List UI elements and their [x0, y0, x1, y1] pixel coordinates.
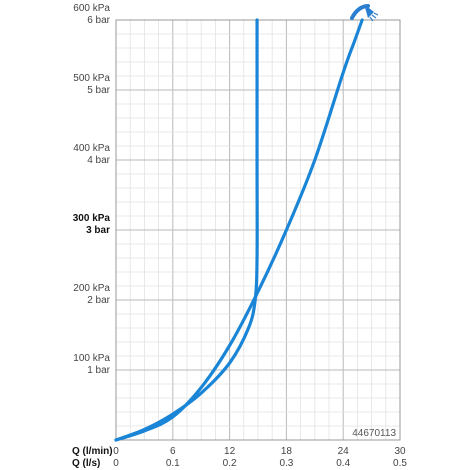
y-tick-label-kpa: 600 kPa [73, 3, 110, 14]
x2-tick-label: 0.5 [393, 458, 407, 469]
y-tick-label-bar: 6 bar [87, 15, 110, 26]
y-tick-label-kpa: 100 kPa [73, 353, 110, 364]
y-tick-label-kpa: 200 kPa [73, 283, 110, 294]
y-tick-label-bar: 4 bar [87, 155, 110, 166]
x2-tick-label: 0 [113, 458, 119, 469]
x2-tick-label: 0.4 [336, 458, 350, 469]
shower-head-icon [350, 4, 379, 22]
x-tick-label: 30 [394, 446, 406, 457]
x-axis-labels: 00 60.1 120.2 180.3 240.4 300.5 [113, 446, 407, 469]
chart-code: 44670113 [352, 428, 396, 439]
x2-tick-label: 0.2 [223, 458, 237, 469]
x-tick-label: 0 [113, 446, 119, 457]
x-axis-title: Q (l/min) [72, 446, 113, 457]
y-tick-label-bar: 3 bar [86, 225, 110, 236]
x-tick-label: 12 [224, 446, 236, 457]
x2-axis-title: Q (l/s) [72, 458, 100, 469]
series-line-2 [114, 18, 259, 442]
x2-tick-label: 0.3 [279, 458, 293, 469]
chart-series [114, 18, 364, 442]
y-tick-label-bar: 1 bar [87, 365, 110, 376]
series-line-1 [114, 18, 364, 442]
y-tick-label-bar: 5 bar [87, 85, 110, 96]
x-tick-label: 18 [281, 446, 293, 457]
x-tick-label: 24 [338, 446, 350, 457]
y-tick-label-kpa: 500 kPa [73, 73, 110, 84]
x-tick-label: 6 [170, 446, 176, 457]
x2-tick-label: 0.1 [166, 458, 180, 469]
y-tick-label-kpa: 400 kPa [73, 143, 110, 154]
y-tick-label-kpa: 300 kPa [73, 213, 111, 224]
y-tick-label-bar: 2 bar [87, 295, 110, 306]
